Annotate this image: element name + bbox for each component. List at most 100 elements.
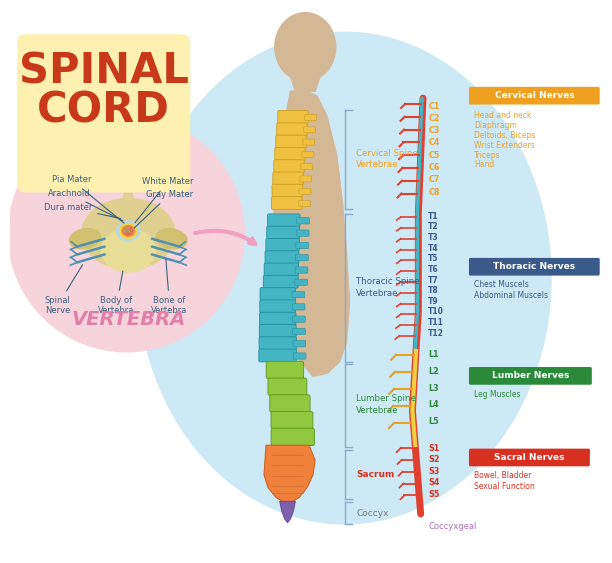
FancyBboxPatch shape [293,341,306,347]
FancyBboxPatch shape [300,176,312,182]
FancyBboxPatch shape [17,34,190,193]
FancyBboxPatch shape [293,316,305,322]
Text: Sacral Nerves: Sacral Nerves [494,453,565,462]
Text: Dura mater: Dura mater [43,203,121,218]
FancyBboxPatch shape [271,428,315,445]
Text: Bone of
Vertebra: Bone of Vertebra [151,259,188,315]
FancyBboxPatch shape [268,378,307,395]
Text: L5: L5 [428,417,439,426]
FancyBboxPatch shape [293,353,306,359]
FancyBboxPatch shape [259,312,296,325]
Text: T2: T2 [428,222,439,231]
Ellipse shape [81,198,175,269]
FancyBboxPatch shape [265,251,299,263]
Text: T6: T6 [428,265,439,274]
Text: SPINAL: SPINAL [19,51,188,92]
Ellipse shape [116,221,140,241]
Text: C8: C8 [428,187,439,196]
Text: Leg Muscles: Leg Muscles [474,390,521,399]
Text: T3: T3 [428,233,439,242]
Text: S4: S4 [428,479,439,488]
Ellipse shape [124,227,129,233]
Polygon shape [264,445,315,502]
Ellipse shape [119,224,137,238]
Text: L3: L3 [428,383,439,392]
FancyBboxPatch shape [305,114,316,120]
FancyBboxPatch shape [273,172,304,185]
FancyBboxPatch shape [301,164,313,169]
Text: C6: C6 [428,163,439,172]
Ellipse shape [69,229,100,249]
Text: Chest Muscels: Chest Muscels [474,280,529,289]
FancyBboxPatch shape [259,300,296,312]
FancyBboxPatch shape [259,324,296,337]
Text: T11: T11 [428,318,444,327]
FancyBboxPatch shape [264,263,299,276]
Text: Deltoids, Biceps: Deltoids, Biceps [474,131,536,140]
FancyBboxPatch shape [469,258,600,276]
Polygon shape [121,184,135,209]
FancyBboxPatch shape [271,196,302,209]
Text: C3: C3 [428,126,439,135]
Text: Sacrum: Sacrum [356,470,395,479]
Ellipse shape [122,225,135,236]
Text: C4: C4 [428,138,439,148]
Text: T7: T7 [428,275,439,284]
FancyBboxPatch shape [277,123,307,136]
Text: Gray Mater: Gray Mater [134,190,193,228]
FancyBboxPatch shape [469,87,600,105]
FancyBboxPatch shape [299,188,311,194]
FancyBboxPatch shape [267,214,300,227]
FancyBboxPatch shape [296,230,309,236]
Text: Cervical Nerves: Cervical Nerves [494,91,574,100]
Text: Cervical Spine
Vertebrae: Cervical Spine Vertebrae [356,149,418,169]
Text: L4: L4 [428,400,439,409]
Polygon shape [291,77,320,91]
FancyBboxPatch shape [259,349,297,362]
Text: S5: S5 [428,490,439,499]
FancyBboxPatch shape [299,200,310,207]
FancyBboxPatch shape [295,279,308,285]
FancyBboxPatch shape [302,151,313,158]
FancyBboxPatch shape [297,218,310,224]
Text: S3: S3 [428,467,439,476]
FancyBboxPatch shape [295,267,308,273]
Text: T9: T9 [428,297,439,306]
Text: C5: C5 [428,151,439,160]
FancyBboxPatch shape [304,127,316,133]
FancyBboxPatch shape [293,303,305,310]
Text: T4: T4 [428,244,439,253]
FancyBboxPatch shape [271,412,313,429]
Text: CORD: CORD [37,90,170,132]
Text: Bowel, Bladder: Bowel, Bladder [474,471,532,480]
Text: Arachnoid: Arachnoid [48,189,123,221]
Polygon shape [274,91,349,377]
Text: T8: T8 [428,286,439,295]
Text: Triceps: Triceps [474,151,501,160]
Text: S2: S2 [428,455,439,464]
Text: T1: T1 [428,212,439,221]
Text: C2: C2 [428,114,439,123]
Text: T12: T12 [428,329,444,338]
FancyBboxPatch shape [276,135,306,148]
Text: Coccyxgeal: Coccyxgeal [428,522,477,531]
FancyBboxPatch shape [259,337,296,350]
FancyBboxPatch shape [266,361,304,379]
Text: L1: L1 [428,350,439,359]
FancyBboxPatch shape [303,139,315,145]
Text: S1: S1 [428,444,439,453]
Text: Wrist Extenders: Wrist Extenders [474,141,535,150]
Text: Lumber Spine
Vertebrae: Lumber Spine Vertebrae [356,395,416,415]
FancyBboxPatch shape [296,254,308,261]
Text: Body of
Vertebra: Body of Vertebra [99,271,135,315]
FancyBboxPatch shape [293,328,305,334]
Text: C7: C7 [428,175,439,184]
FancyBboxPatch shape [267,226,300,239]
Text: Spinal
Nerve: Spinal Nerve [45,265,83,315]
Text: C1: C1 [428,101,439,110]
FancyBboxPatch shape [260,288,296,301]
Ellipse shape [101,229,155,272]
Ellipse shape [127,229,132,233]
Polygon shape [280,501,296,523]
Text: T10: T10 [428,307,444,316]
